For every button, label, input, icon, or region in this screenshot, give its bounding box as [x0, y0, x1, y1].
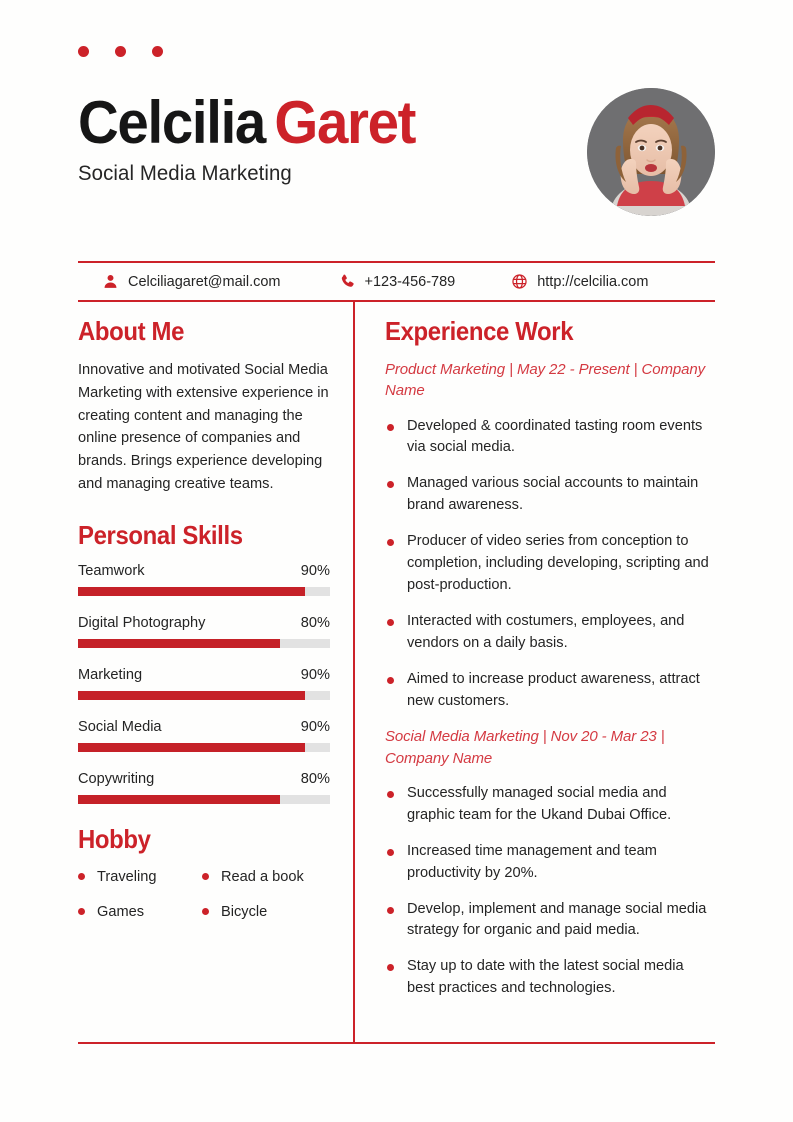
about-text: Innovative and motivated Social Media Ma… — [78, 362, 329, 492]
phone-icon — [339, 273, 356, 290]
job-bullets: Developed & coordinated tasting room eve… — [385, 416, 715, 713]
skill-label: Copywriting — [78, 770, 155, 787]
hobby-item: Games — [78, 904, 202, 920]
about-section-title: About Me — [78, 316, 185, 346]
job-bullet: Increased time management and team produ… — [385, 841, 715, 885]
job-bullet: Aimed to increase product awareness, att… — [385, 669, 715, 713]
person-icon — [102, 273, 119, 290]
skill-item: Teamwork 90% — [78, 563, 330, 596]
hobby-label: Traveling — [97, 868, 157, 885]
skill-progress-track — [78, 586, 330, 596]
dot-icon — [78, 46, 89, 57]
bottom-rule — [78, 1042, 715, 1044]
job-bullet: Interacted with costumers, employees, an… — [385, 611, 715, 655]
contact-website-text: http://celcilia.com — [537, 273, 649, 290]
skills-section: Personal Skills Teamwork 90% Digital Pho… — [78, 520, 330, 804]
job-bullet: Successfully managed social media and gr… — [385, 783, 715, 827]
name-block: Celcilia Garet Social Media Marketing — [78, 88, 437, 186]
skill-progress-track — [78, 638, 330, 648]
bullet-icon — [202, 908, 209, 916]
right-column: Experience Work Product Marketing | May … — [385, 316, 715, 1014]
skill-label: Digital Photography — [78, 614, 206, 631]
skill-percent: 90% — [300, 562, 330, 579]
hobby-label: Games — [97, 903, 145, 920]
decorative-dots — [78, 46, 163, 57]
contact-phone[interactable]: +123-456-789 — [339, 273, 456, 290]
contact-bar: Celciliagaret@mail.com +123-456-789 http… — [78, 261, 715, 302]
left-column: About Me Innovative and motivated Social… — [78, 316, 330, 920]
job-heading: Social Media Marketing | Nov 20 - Mar 23… — [385, 728, 665, 767]
job-bullet: Stay up to date with the latest social m… — [385, 956, 715, 1000]
hobby-item: Read a book — [202, 869, 330, 885]
experience-job: Social Media Marketing | Nov 20 - Mar 23… — [385, 726, 715, 1000]
job-heading: Product Marketing | May 22 - Present | C… — [385, 361, 705, 400]
dot-icon — [115, 46, 126, 57]
skill-progress-track — [78, 794, 330, 804]
experience-section-title: Experience Work — [385, 316, 574, 346]
skill-progress-fill — [78, 742, 305, 752]
hobby-grid: Traveling Read a book Games Bicycle — [78, 869, 330, 920]
first-name: Celcilia — [78, 89, 266, 156]
skill-label: Social Media — [78, 718, 162, 735]
skill-progress-fill — [78, 794, 280, 804]
skill-percent: 90% — [300, 718, 330, 735]
hobby-item: Traveling — [78, 869, 202, 885]
skill-item: Copywriting 80% — [78, 771, 330, 804]
page-title: Celcilia Garet — [78, 89, 416, 156]
avatar — [587, 88, 715, 216]
bullet-icon — [78, 873, 85, 881]
skill-progress-track — [78, 742, 330, 752]
hobby-section: Hobby Traveling Read a book Games — [78, 824, 330, 920]
skill-row: Teamwork 90% — [78, 563, 330, 579]
job-bullet: Developed & coordinated tasting room eve… — [385, 416, 715, 460]
skill-progress-fill — [78, 690, 305, 700]
skill-percent: 90% — [300, 666, 330, 683]
skill-percent: 80% — [300, 614, 330, 631]
globe-icon — [511, 273, 528, 290]
experience-job: Product Marketing | May 22 - Present | C… — [385, 359, 715, 712]
job-bullet: Producer of video series from conception… — [385, 531, 715, 597]
dot-icon — [152, 46, 163, 57]
hobby-section-title: Hobby — [78, 823, 151, 854]
bullet-icon — [202, 873, 209, 881]
skill-item: Marketing 90% — [78, 667, 330, 700]
contact-email[interactable]: Celciliagaret@mail.com — [102, 273, 281, 290]
skill-item: Social Media 90% — [78, 719, 330, 752]
job-bullets: Successfully managed social media and gr… — [385, 783, 715, 1000]
column-divider — [353, 300, 355, 1043]
skill-row: Copywriting 80% — [78, 771, 330, 787]
skill-row: Social Media 90% — [78, 719, 330, 735]
job-bullet: Develop, implement and manage social med… — [385, 899, 715, 943]
skill-label: Teamwork — [78, 562, 145, 579]
skill-percent: 80% — [300, 770, 330, 787]
skill-progress-fill — [78, 638, 280, 648]
skills-section-title: Personal Skills — [78, 519, 243, 550]
contact-phone-text: +123-456-789 — [364, 273, 456, 290]
skill-item: Digital Photography 80% — [78, 615, 330, 648]
last-name: Garet — [274, 89, 416, 156]
contact-website[interactable]: http://celcilia.com — [511, 273, 648, 290]
skill-label: Marketing — [78, 666, 143, 683]
resume-header: Celcilia Garet Social Media Marketing — [78, 88, 715, 216]
hobby-label: Bicycle — [221, 903, 268, 920]
hobby-label: Read a book — [221, 868, 304, 885]
job-bullet: Managed various social accounts to maint… — [385, 473, 715, 517]
hobby-item: Bicycle — [202, 904, 330, 920]
skill-progress-track — [78, 690, 330, 700]
job-title: Social Media Marketing — [78, 162, 292, 186]
contact-email-text: Celciliagaret@mail.com — [128, 273, 281, 290]
skill-progress-fill — [78, 586, 305, 596]
skill-row: Digital Photography 80% — [78, 615, 330, 631]
skill-row: Marketing 90% — [78, 667, 330, 683]
bullet-icon — [78, 908, 85, 916]
